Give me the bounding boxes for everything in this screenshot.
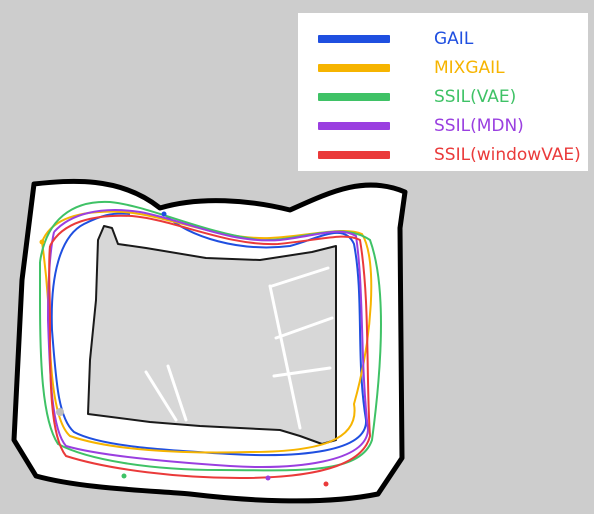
- legend-label: MIXGAIL: [434, 57, 505, 78]
- legend-label: GAIL: [434, 28, 474, 49]
- legend: GAIL MIXGAIL SSIL(VAE) SSIL(MDN) SSIL(wi…: [298, 13, 588, 171]
- legend-swatch: [318, 34, 390, 43]
- goal-marker-windowvae: [323, 481, 329, 487]
- legend-label: SSIL(MDN): [434, 115, 524, 136]
- legend-swatch: [318, 121, 390, 130]
- trajectory-gail: [50, 212, 368, 457]
- goal-marker-mdn: [265, 475, 271, 481]
- legend-label: SSIL(VAE): [434, 86, 517, 107]
- legend-swatch: [318, 150, 390, 159]
- start-marker: [56, 408, 64, 416]
- legend-swatch: [318, 92, 390, 101]
- trajectory-ssil-windowvae: [48, 214, 372, 480]
- inner-obstacle: [87, 225, 337, 445]
- legend-swatch: [318, 63, 390, 72]
- legend-item-ssil-vae: SSIL(VAE): [298, 82, 588, 111]
- legend-label: SSIL(windowVAE): [434, 144, 581, 165]
- legend-item-ssil-windowvae: SSIL(windowVAE): [298, 140, 588, 169]
- trajectory-mixgail: [41, 210, 373, 454]
- legend-item-gail: GAIL: [298, 24, 588, 53]
- legend-item-ssil-mdn: SSIL(MDN): [298, 111, 588, 140]
- goal-marker-vae: [121, 473, 127, 479]
- legend-item-mixgail: MIXGAIL: [298, 53, 588, 82]
- laser-scan-lines: [144, 266, 334, 430]
- goal-marker-mixgail: [39, 239, 45, 245]
- goal-marker-gail: [161, 211, 167, 217]
